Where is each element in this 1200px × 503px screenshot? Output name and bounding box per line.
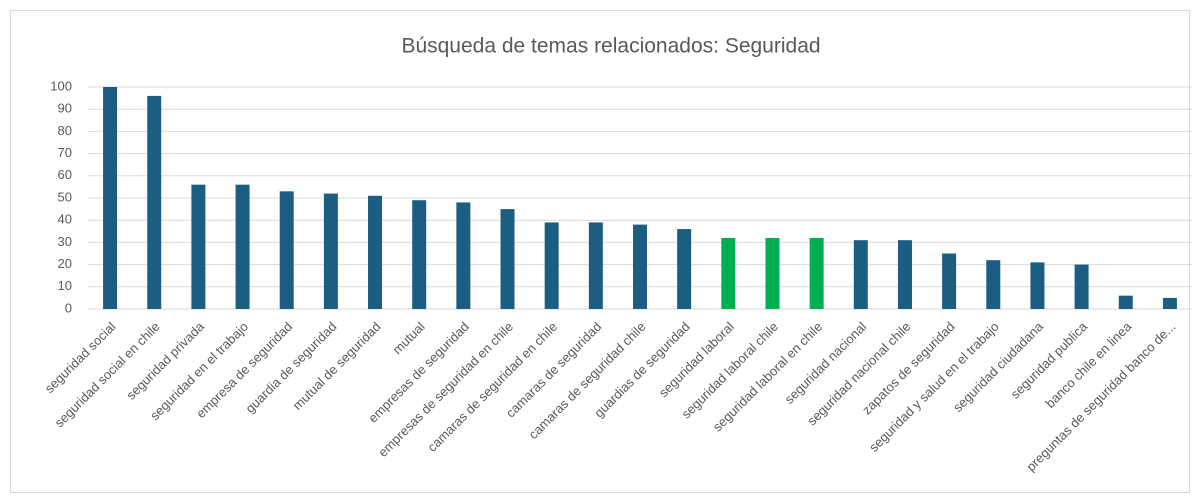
- bar: [765, 237, 780, 309]
- y-tick-label: 80: [58, 123, 72, 138]
- bar: [279, 191, 294, 309]
- bar: [1118, 295, 1133, 309]
- y-tick-label: 20: [58, 256, 72, 271]
- bar: [1162, 297, 1177, 309]
- y-tick-label: 60: [58, 167, 72, 182]
- chart-title: Búsqueda de temas relacionados: Segurida…: [401, 35, 820, 58]
- bar: [544, 222, 559, 309]
- bar: [897, 240, 912, 309]
- bar: [191, 184, 206, 309]
- bar: [1030, 262, 1045, 309]
- bar: [103, 87, 118, 309]
- bar: [500, 209, 515, 309]
- bar: [323, 193, 338, 309]
- y-tick-label: 30: [58, 234, 72, 249]
- bar: [235, 184, 250, 309]
- bar: [942, 253, 957, 309]
- y-tick-label: 40: [58, 212, 72, 227]
- y-tick-label: 0: [65, 300, 72, 315]
- bar: [853, 240, 868, 309]
- y-tick-label: 10: [58, 278, 72, 293]
- bar: [412, 200, 427, 309]
- y-tick-label: 90: [58, 101, 72, 116]
- y-tick-label: 50: [58, 189, 72, 204]
- bar: [809, 237, 824, 309]
- bar: [986, 260, 1001, 309]
- y-tick-label: 70: [58, 145, 72, 160]
- bar: [677, 229, 692, 309]
- bar: [368, 195, 383, 309]
- bar: [588, 222, 603, 309]
- y-tick-label: 100: [50, 78, 72, 93]
- bar: [1074, 264, 1089, 309]
- bar: [456, 202, 471, 309]
- bar: [721, 237, 736, 309]
- bar: [147, 95, 162, 309]
- bar: [633, 224, 647, 309]
